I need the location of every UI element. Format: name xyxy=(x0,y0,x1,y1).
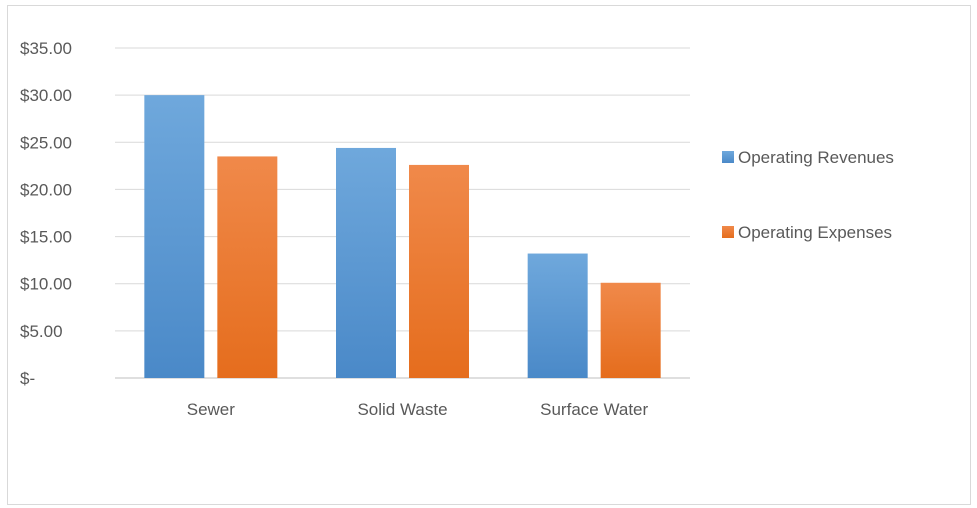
y-tick-label: $- xyxy=(20,369,35,388)
legend-label: Operating Expenses xyxy=(738,223,892,242)
legend: Operating Revenues Operating Expenses xyxy=(722,148,894,242)
x-axis-category-labels: Sewer Solid Waste Surface Water xyxy=(187,400,649,419)
gridlines xyxy=(115,47,690,379)
category-label: Surface Water xyxy=(540,400,648,419)
category-label: Sewer xyxy=(187,400,236,419)
category-label: Solid Waste xyxy=(357,400,447,419)
bars xyxy=(144,95,661,379)
y-tick-label: $25.00 xyxy=(20,133,72,152)
bar-revenues-sewer xyxy=(144,95,205,379)
bar-expenses-surface-water xyxy=(600,282,661,378)
legend-swatch xyxy=(722,151,734,163)
y-tick-label: $15.00 xyxy=(20,228,72,247)
bar-expenses-solid-waste xyxy=(409,164,469,378)
legend-label: Operating Revenues xyxy=(738,148,894,167)
bar-expenses-sewer xyxy=(217,156,278,378)
legend-swatch xyxy=(722,226,734,238)
bar-revenues-solid-waste xyxy=(336,147,396,378)
y-tick-label: $20.00 xyxy=(20,180,72,199)
y-tick-label: $5.00 xyxy=(20,322,63,341)
y-tick-label: $30.00 xyxy=(20,86,72,105)
y-tick-label: $10.00 xyxy=(20,275,72,294)
y-tick-label: $35.00 xyxy=(20,39,72,58)
y-axis-tick-labels: $- $5.00 $10.00 $15.00 $20.00 $25.00 $30.00 $35… xyxy=(20,39,72,388)
bar-revenues-surface-water xyxy=(527,253,588,378)
